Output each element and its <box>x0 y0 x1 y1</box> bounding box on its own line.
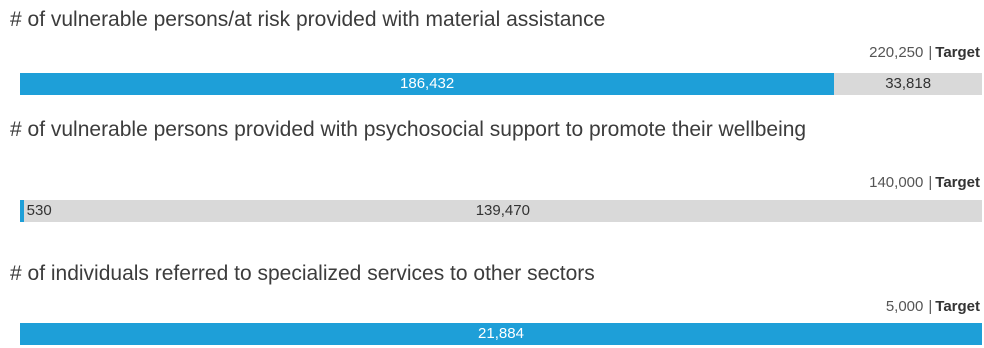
indicator-title: # of vulnerable persons/at risk provided… <box>10 8 606 31</box>
achieved-label: 21,884 <box>478 325 524 342</box>
indicator-title: # of vulnerable persons provided with ps… <box>10 118 807 141</box>
target-value: 140,000 <box>869 174 924 191</box>
target-line: 140,000 | Target <box>869 174 980 192</box>
progress-bar: 186,432 33,818 <box>20 73 982 95</box>
remaining-label: 33,818 <box>885 75 932 92</box>
progress-bar: 21,884 <box>20 323 982 345</box>
target-value: 220,250 <box>869 44 924 61</box>
target-label: Target <box>935 298 980 315</box>
target-label: Target <box>935 174 980 191</box>
separator: | <box>928 44 933 61</box>
achieved-bar <box>20 323 982 345</box>
separator: | <box>928 174 933 191</box>
target-line: 5,000 | Target <box>886 298 980 316</box>
target-value: 5,000 <box>885 298 924 315</box>
progress-bar: 530 139,470 <box>20 200 982 222</box>
achieved-label: 186,432 <box>400 75 455 92</box>
achieved-label: 530 <box>26 202 52 219</box>
indicator-title: # of individuals referred to specialized… <box>10 262 595 285</box>
target-line: 220,250 | Target <box>869 44 980 62</box>
remaining-label: 139,470 <box>475 202 530 219</box>
target-label: Target <box>935 44 980 61</box>
separator: | <box>928 298 933 315</box>
achieved-bar <box>20 73 835 95</box>
achieved-bar <box>20 200 24 222</box>
